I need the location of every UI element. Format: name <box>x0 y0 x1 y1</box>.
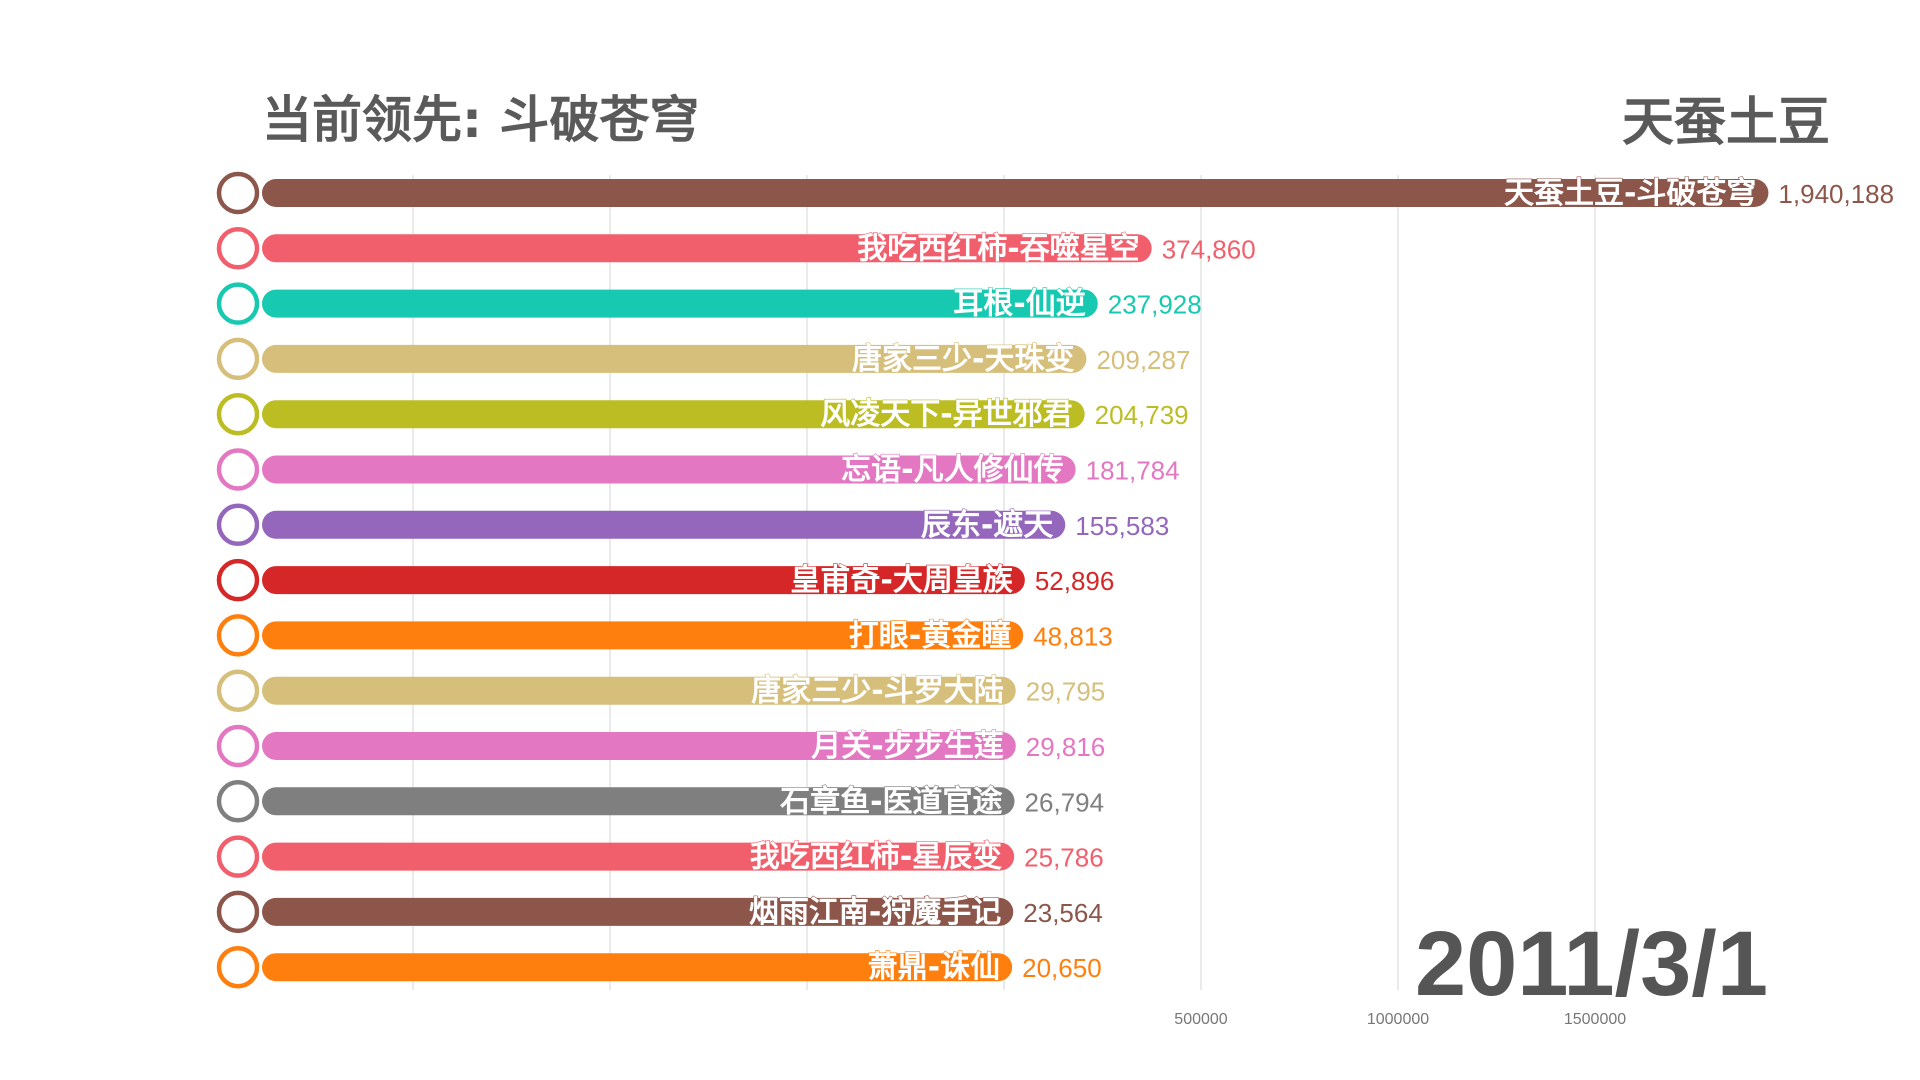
bar-marker-circle <box>216 282 260 325</box>
bar <box>262 234 1152 263</box>
bar <box>262 289 1098 318</box>
bar-marker-circle <box>216 448 260 491</box>
bar-label: 辰东-遮天 <box>921 508 1053 543</box>
value-label: 26,794 <box>1025 787 1105 817</box>
bar <box>262 400 1085 429</box>
value-label: 52,896 <box>1035 566 1115 596</box>
bar-marker-circle <box>216 724 260 768</box>
chart-title: 当前领先: 斗破苍穹 <box>262 91 700 149</box>
bar-label: 烟雨江南-狩魔手记 <box>749 895 1001 930</box>
bar-marker-circle <box>216 337 260 381</box>
value-label: 237,928 <box>1108 290 1202 320</box>
bar-marker-circle <box>216 392 260 436</box>
bar-label: 天蚕土豆-斗破苍穹 <box>1504 176 1756 211</box>
bar-row: 石章鱼-医道官途 26,794 <box>216 780 1105 823</box>
value-label: 181,784 <box>1086 456 1180 486</box>
bar-marker-circle <box>216 227 260 270</box>
bar-label: 唐家三少-斗罗大陆 <box>751 674 1003 709</box>
bar-marker-circle <box>216 558 260 602</box>
bar-label: 我吃西红柿-吞噬星空 <box>857 231 1139 266</box>
bar-row: 唐家三少-斗罗大陆 29,795 <box>216 669 1106 712</box>
bar <box>262 344 1087 373</box>
bar-row: 皇甫奇-大周皇族 52,896 <box>216 558 1115 602</box>
value-label: 374,860 <box>1162 234 1256 264</box>
x-tick-label: 500000 <box>1174 1011 1227 1028</box>
bar <box>262 897 1014 926</box>
bar-row: 忘语-凡人修仙传 181,784 <box>216 448 1180 491</box>
bar <box>262 566 1025 595</box>
bar-marker-circle <box>216 503 260 547</box>
value-label: 1,940,188 <box>1778 179 1894 209</box>
bar-label: 我吃西红柿-星辰变 <box>750 840 1002 875</box>
value-label: 25,786 <box>1024 843 1104 873</box>
bar <box>262 621 1024 650</box>
bar-label: 打眼-黄金瞳 <box>849 618 1011 653</box>
bar-marker-circle <box>216 835 260 878</box>
bar-row: 我吃西红柿-星辰变 25,786 <box>216 835 1104 878</box>
bar <box>262 510 1066 539</box>
bar-label: 皇甫奇-大周皇族 <box>790 563 1013 598</box>
value-label: 29,795 <box>1026 677 1106 707</box>
bar <box>262 455 1076 484</box>
bar-row: 唐家三少-天珠变 209,287 <box>216 337 1190 381</box>
bar-row: 月关-步步生莲 29,816 <box>216 724 1106 768</box>
bar-row: 天蚕土豆-斗破苍穹 1,940,188 <box>216 171 1894 215</box>
bar <box>262 842 1015 871</box>
value-label: 23,564 <box>1023 898 1103 928</box>
leader-author: 天蚕土豆 <box>1621 93 1830 153</box>
date-label: 2011/3/1 <box>1414 913 1768 1015</box>
bar-label: 月关-步步生莲 <box>811 729 1003 764</box>
value-label: 155,583 <box>1075 511 1169 541</box>
value-label: 48,813 <box>1033 621 1113 651</box>
bar-label: 耳根-仙逆 <box>953 287 1085 322</box>
value-label: 20,650 <box>1022 953 1102 983</box>
value-label: 29,816 <box>1026 732 1106 762</box>
bar-marker-circle <box>216 171 260 215</box>
bar-marker-circle <box>216 669 260 712</box>
x-tick-label: 1500000 <box>1564 1011 1626 1028</box>
bar-marker-circle <box>216 614 260 657</box>
bar <box>262 732 1016 760</box>
bar-label: 石章鱼-医道官途 <box>779 784 1003 819</box>
bar-row: 打眼-黄金瞳 48,813 <box>216 614 1113 657</box>
bar-label: 忘语-凡人修仙传 <box>841 453 1063 488</box>
x-tick-label: 1000000 <box>1367 1011 1429 1028</box>
bar-label: 风凌天下-异世邪君 <box>820 397 1072 432</box>
bar-row: 烟雨江南-狩魔手记 23,564 <box>216 890 1103 934</box>
bar-marker-circle <box>216 780 260 823</box>
bar-row: 辰东-遮天 155,583 <box>216 503 1169 547</box>
bar-label: 唐家三少-天珠变 <box>852 342 1074 377</box>
bar-label: 萧鼎-诛仙 <box>868 950 1000 985</box>
bar <box>262 179 1769 207</box>
bar-marker-circle <box>216 945 260 989</box>
value-label: 209,287 <box>1096 345 1190 375</box>
bar-marker-circle <box>216 890 260 934</box>
bar-row: 风凌天下-异世邪君 204,739 <box>216 392 1189 436</box>
bar <box>262 787 1015 816</box>
bar-row: 我吃西红柿-吞噬星空 374,860 <box>216 227 1256 270</box>
bar <box>262 676 1016 705</box>
bar-row: 萧鼎-诛仙 20,650 <box>216 945 1102 989</box>
bar-row: 耳根-仙逆 237,928 <box>216 282 1202 325</box>
bar <box>262 953 1013 982</box>
value-label: 204,739 <box>1095 400 1189 430</box>
